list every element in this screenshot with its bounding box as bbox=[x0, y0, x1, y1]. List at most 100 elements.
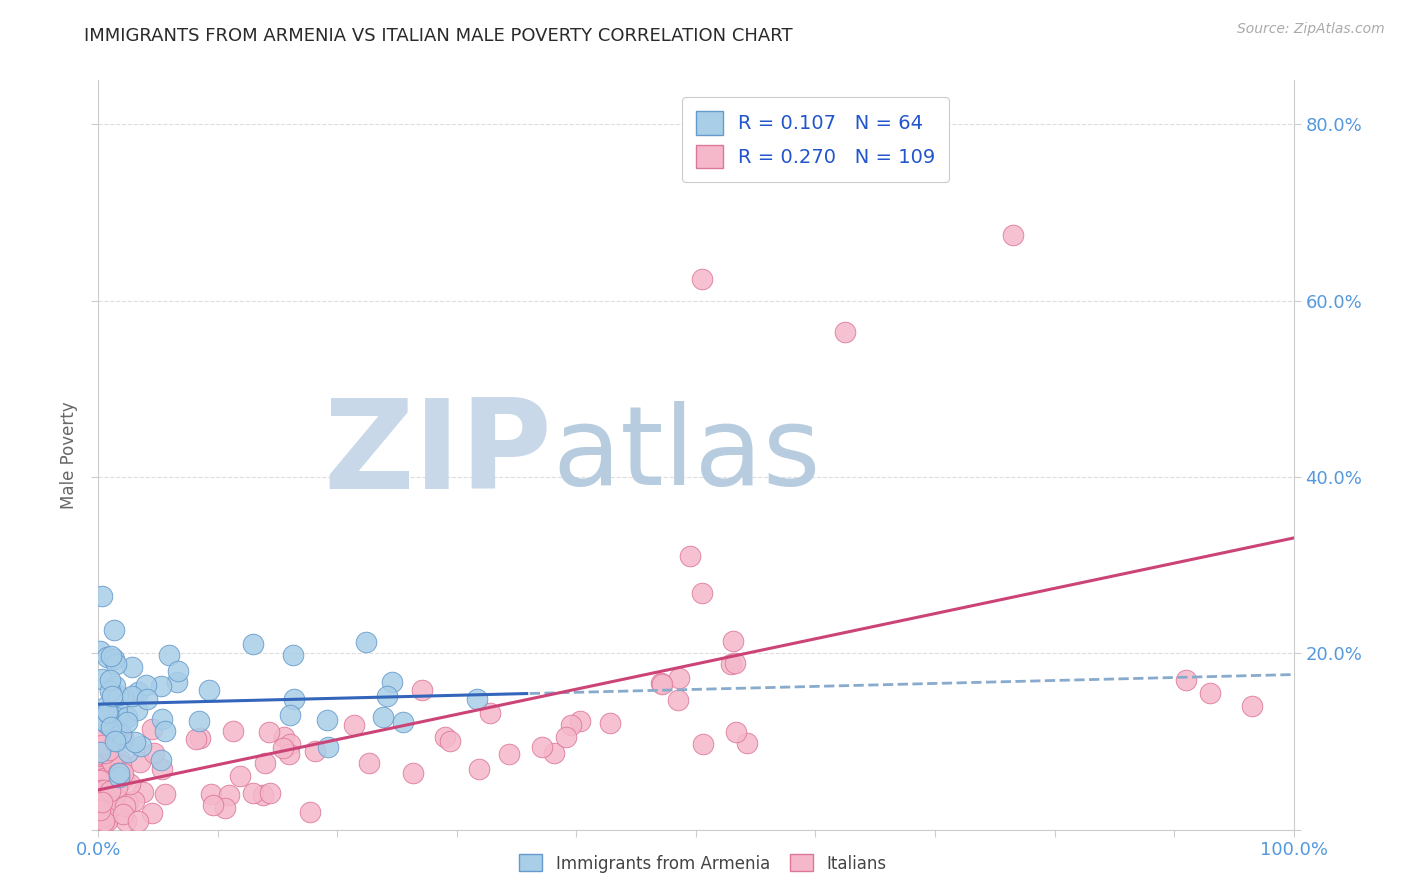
Point bbox=[117, 796, 139, 810]
Point bbox=[166, 675, 188, 690]
Point bbox=[569, 714, 592, 728]
Point bbox=[1240, 699, 1263, 714]
Point bbox=[201, 798, 224, 813]
Legend: R = 0.107   N = 64, R = 0.270   N = 109: R = 0.107 N = 64, R = 0.270 N = 109 bbox=[682, 97, 949, 182]
Point bbox=[259, 786, 281, 800]
Point bbox=[188, 731, 211, 745]
Point bbox=[411, 683, 433, 698]
Point bbox=[132, 785, 155, 799]
Point bbox=[105, 706, 128, 721]
Point bbox=[98, 783, 121, 797]
Text: ZIP: ZIP bbox=[323, 394, 553, 516]
Point bbox=[666, 693, 689, 707]
Point bbox=[651, 677, 673, 691]
Point bbox=[229, 769, 252, 783]
Point bbox=[650, 676, 672, 690]
Point bbox=[96, 814, 118, 828]
Point bbox=[690, 271, 713, 285]
Point bbox=[560, 718, 582, 732]
Point bbox=[125, 703, 148, 717]
Point bbox=[242, 637, 264, 651]
Point bbox=[281, 648, 304, 662]
Point bbox=[253, 756, 276, 770]
Point bbox=[97, 706, 120, 720]
Point bbox=[498, 747, 520, 761]
Point bbox=[1199, 686, 1222, 700]
Point bbox=[93, 783, 115, 797]
Point bbox=[1001, 227, 1024, 242]
Point bbox=[218, 788, 240, 802]
Point bbox=[1175, 673, 1198, 687]
Point bbox=[152, 762, 174, 776]
Point bbox=[354, 635, 377, 649]
Point bbox=[467, 691, 489, 706]
Point bbox=[89, 760, 111, 774]
Point bbox=[90, 782, 112, 797]
Point bbox=[108, 765, 131, 780]
Point bbox=[242, 787, 264, 801]
Point bbox=[124, 735, 146, 749]
Point bbox=[121, 690, 143, 704]
Point bbox=[93, 814, 115, 828]
Point bbox=[468, 762, 491, 776]
Point bbox=[283, 692, 305, 706]
Point bbox=[87, 769, 110, 783]
Point bbox=[110, 757, 132, 772]
Point bbox=[381, 675, 404, 690]
Point bbox=[96, 650, 118, 665]
Point bbox=[101, 690, 124, 704]
Point bbox=[200, 787, 222, 801]
Y-axis label: Male Poverty: Male Poverty bbox=[60, 401, 79, 508]
Point bbox=[690, 586, 713, 600]
Point bbox=[103, 706, 125, 721]
Point bbox=[724, 724, 747, 739]
Point bbox=[720, 657, 742, 672]
Point bbox=[98, 673, 121, 687]
Point bbox=[124, 794, 146, 808]
Point bbox=[89, 772, 111, 787]
Point bbox=[87, 790, 110, 805]
Point bbox=[94, 805, 117, 819]
Point bbox=[103, 733, 125, 747]
Point bbox=[91, 589, 114, 603]
Point bbox=[100, 684, 122, 698]
Point bbox=[91, 738, 114, 752]
Point bbox=[114, 799, 136, 814]
Point bbox=[155, 787, 177, 801]
Point bbox=[107, 766, 129, 780]
Point bbox=[692, 737, 714, 751]
Point bbox=[100, 755, 122, 769]
Point bbox=[111, 731, 134, 745]
Text: IMMIGRANTS FROM ARMENIA VS ITALIAN MALE POVERTY CORRELATION CHART: IMMIGRANTS FROM ARMENIA VS ITALIAN MALE … bbox=[84, 27, 793, 45]
Point bbox=[89, 803, 111, 817]
Point bbox=[103, 652, 125, 666]
Point bbox=[186, 732, 208, 747]
Point bbox=[153, 724, 176, 739]
Point bbox=[89, 643, 111, 657]
Point bbox=[257, 725, 280, 739]
Point bbox=[187, 714, 209, 728]
Point bbox=[149, 753, 172, 767]
Point bbox=[273, 730, 295, 744]
Point bbox=[93, 814, 115, 828]
Point bbox=[834, 325, 856, 339]
Point bbox=[91, 672, 114, 686]
Point bbox=[89, 771, 111, 785]
Point bbox=[89, 745, 111, 759]
Point bbox=[735, 736, 758, 750]
Point bbox=[141, 806, 163, 821]
Text: Source: ZipAtlas.com: Source: ZipAtlas.com bbox=[1237, 22, 1385, 37]
Point bbox=[271, 740, 294, 755]
Point bbox=[93, 699, 115, 714]
Text: atlas: atlas bbox=[553, 401, 821, 508]
Point bbox=[94, 710, 117, 724]
Point bbox=[103, 624, 125, 638]
Point bbox=[371, 710, 394, 724]
Point bbox=[87, 725, 110, 739]
Point bbox=[110, 726, 132, 740]
Point bbox=[343, 718, 366, 732]
Point bbox=[127, 684, 149, 698]
Point bbox=[277, 747, 299, 761]
Point bbox=[96, 716, 118, 731]
Point bbox=[252, 788, 274, 802]
